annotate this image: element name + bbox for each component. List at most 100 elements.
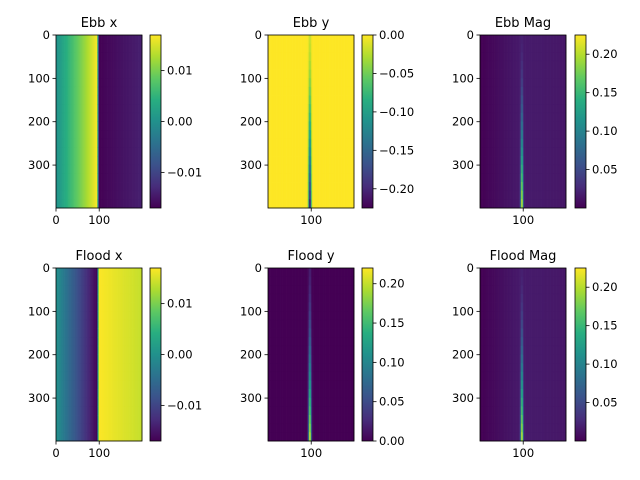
heatmap-cell xyxy=(317,35,320,44)
heatmap-cell xyxy=(114,138,116,148)
heatmap-cell xyxy=(317,43,320,53)
heatmap-cell xyxy=(112,164,114,174)
heatmap-cell xyxy=(295,69,297,79)
heatmap-cell xyxy=(281,138,283,148)
heatmap-cell xyxy=(79,112,81,122)
heatmap-cell xyxy=(125,173,127,183)
heatmap-cell xyxy=(269,52,271,62)
heatmap-cell xyxy=(96,52,98,62)
heatmap-cell xyxy=(313,43,315,53)
heatmap-cell xyxy=(92,147,95,157)
heatmap-cell xyxy=(68,164,70,174)
heatmap-cell xyxy=(118,60,120,70)
heatmap-cell xyxy=(129,190,132,200)
heatmap-cell xyxy=(292,190,295,200)
heatmap-cell xyxy=(123,182,126,192)
heatmap-cell xyxy=(288,147,290,157)
heatmap-cell xyxy=(94,86,96,96)
heatmap-cell xyxy=(74,52,76,62)
heatmap-cell xyxy=(302,147,304,157)
heatmap-cell xyxy=(73,156,75,166)
heatmap-cell xyxy=(84,156,86,166)
heatmap-cell xyxy=(274,173,277,183)
heatmap-cell xyxy=(298,52,300,62)
heatmap-cell xyxy=(319,121,321,131)
heatmap-cell xyxy=(116,173,118,183)
heatmap-cell xyxy=(294,95,296,105)
heatmap-cell xyxy=(96,95,98,105)
heatmap-cell xyxy=(99,35,101,44)
heatmap-cell xyxy=(293,156,296,166)
heatmap-cell xyxy=(281,164,283,174)
heatmap-cell xyxy=(73,60,75,70)
heatmap-cell xyxy=(302,78,304,88)
heatmap-cell xyxy=(59,121,61,131)
heatmap-cell xyxy=(300,78,302,88)
heatmap-cell xyxy=(80,130,83,140)
heatmap-cell xyxy=(318,52,320,62)
heatmap-cell xyxy=(91,43,93,53)
heatmap-cell xyxy=(132,35,134,44)
heatmap-cell xyxy=(62,130,64,140)
heatmap-cell xyxy=(107,138,109,148)
heatmap-cell xyxy=(81,164,84,174)
heatmap-cell xyxy=(139,43,141,53)
heatmap-cell xyxy=(311,138,314,148)
heatmap-cell xyxy=(81,112,84,122)
heatmap-cell xyxy=(63,164,65,174)
heatmap-cell xyxy=(304,199,307,209)
heatmap-cell xyxy=(79,173,81,183)
heatmap-cell xyxy=(140,69,142,79)
heatmap-cell xyxy=(104,147,106,157)
heatmap-cell xyxy=(104,35,106,44)
heatmap-cell xyxy=(108,199,110,209)
heatmap-cell xyxy=(283,60,285,70)
heatmap-cell xyxy=(91,199,93,209)
heatmap-cell xyxy=(75,156,77,166)
heatmap-cell xyxy=(122,182,124,192)
heatmap-cell xyxy=(272,199,274,209)
heatmap-cell xyxy=(76,35,78,44)
heatmap-cell xyxy=(93,43,96,53)
heatmap-cell xyxy=(289,35,291,44)
heatmap-cell xyxy=(98,138,100,148)
heatmap-cell xyxy=(61,86,63,96)
heatmap-cell xyxy=(271,173,273,183)
heatmap-cell xyxy=(56,138,58,148)
heatmap-cell xyxy=(134,86,136,96)
heatmap-cell xyxy=(81,69,84,79)
heatmap-cell xyxy=(293,138,296,148)
heatmap-cell xyxy=(120,86,122,96)
heatmap-cell xyxy=(311,112,313,122)
heatmap-cell xyxy=(75,69,77,79)
heatmap-cell xyxy=(304,190,307,200)
heatmap-cell xyxy=(276,164,278,174)
heatmap-cell xyxy=(274,121,277,131)
heatmap-cell xyxy=(310,147,312,157)
heatmap-cell xyxy=(112,156,114,166)
heatmap-cell xyxy=(93,121,96,131)
heatmap-cell xyxy=(288,60,290,70)
heatmap-cell xyxy=(100,35,102,44)
heatmap-cell xyxy=(74,95,76,105)
heatmap-cell xyxy=(133,156,135,166)
heatmap-cell xyxy=(87,130,90,140)
heatmap-cell xyxy=(119,164,121,174)
heatmap-cell xyxy=(76,130,78,140)
heatmap-cell xyxy=(81,104,84,114)
heatmap-cell xyxy=(297,69,299,79)
heatmap-cell xyxy=(66,147,68,157)
heatmap-cell xyxy=(80,156,82,166)
heatmap-cell xyxy=(102,147,104,157)
heatmap-cell xyxy=(274,112,276,122)
heatmap-cell xyxy=(78,78,80,88)
heatmap-cell xyxy=(118,69,120,79)
heatmap-cell xyxy=(98,104,100,114)
heatmap-cell xyxy=(293,95,296,105)
heatmap-cell xyxy=(116,43,118,53)
heatmap-cell xyxy=(85,138,87,148)
heatmap-cell xyxy=(96,86,98,96)
heatmap-cell xyxy=(98,78,100,88)
heatmap-cell xyxy=(115,60,117,70)
heatmap-cell xyxy=(131,104,133,114)
